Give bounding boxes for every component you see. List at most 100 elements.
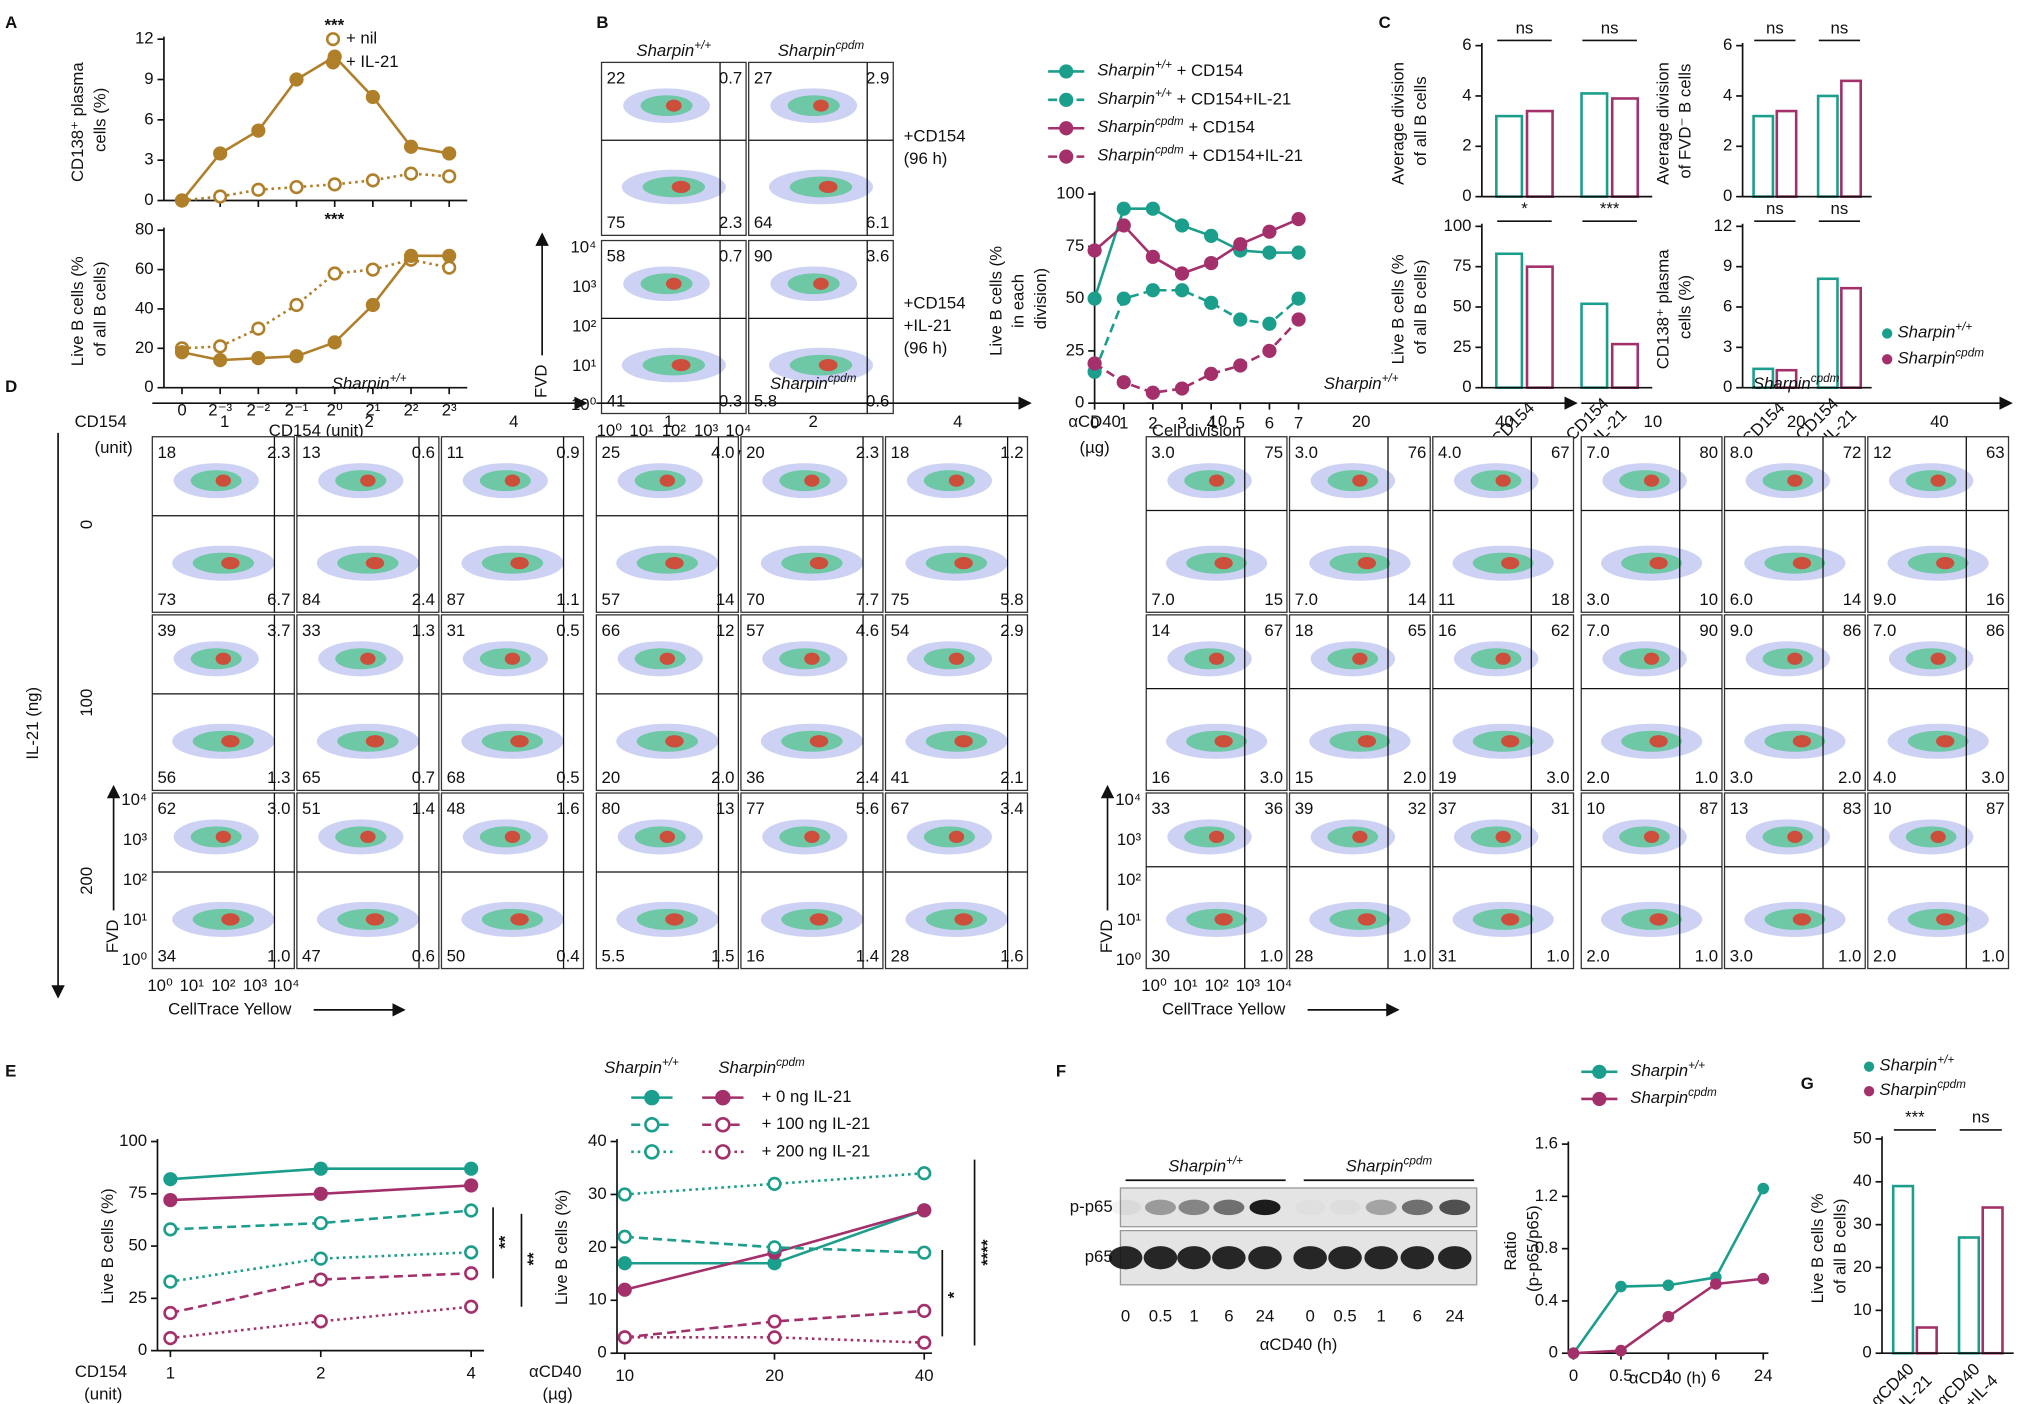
quadrant-value: 2.4: [856, 768, 879, 787]
quadrant-value: 87: [1699, 799, 1718, 818]
quadrant-value: 76: [1408, 443, 1427, 462]
quadrant-value: 7.0: [1586, 443, 1609, 462]
quadrant-value: 63: [1986, 443, 2005, 462]
bar: [1840, 286, 1863, 389]
density: [1352, 474, 1368, 487]
quadrant-value: 65: [302, 768, 321, 787]
quadrant-value: 36: [1264, 799, 1283, 818]
density: [1649, 556, 1668, 570]
legend-label: Sharpin+/+ + CD154+IL-21: [1097, 86, 1291, 108]
density: [1352, 830, 1368, 844]
annotation: **: [524, 1252, 543, 1266]
annotation: **: [495, 1235, 514, 1249]
density: [954, 735, 973, 748]
x-tick-label: 20: [765, 1366, 784, 1385]
annotation: ***: [1600, 199, 1620, 218]
bar: [1495, 114, 1524, 198]
x-tick-label: 10⁴: [1266, 976, 1292, 995]
column-label: 40: [1495, 412, 1514, 431]
data-point: [213, 189, 228, 204]
quadrant-value: 0.7: [412, 768, 435, 787]
y-tick-label: 25: [1066, 340, 1085, 359]
x-tick-label: 0: [177, 400, 186, 419]
y-tick-label: 6: [1462, 35, 1471, 54]
panel-label: B: [596, 13, 608, 32]
panel-label: D: [5, 377, 17, 396]
bar: [1580, 92, 1609, 198]
y-tick-label: 10⁰: [1116, 950, 1142, 969]
density: [1352, 652, 1368, 665]
data-point: [1233, 237, 1248, 252]
row-label: 200: [77, 867, 96, 895]
y-tick-label: 0: [597, 1343, 606, 1362]
y-tick-label: 0: [144, 190, 153, 209]
band: [1365, 1199, 1397, 1216]
data-point: [1087, 291, 1102, 306]
il21-label: IL-21 (ng): [23, 687, 42, 760]
quadrant-value: 18: [157, 443, 176, 462]
data-point: [1116, 291, 1131, 306]
bar: [1957, 1236, 1981, 1355]
x-tick-label: 10⁰: [1141, 976, 1167, 995]
x-tick-label: 2³: [442, 400, 457, 419]
data-point: [1116, 375, 1131, 390]
quadrant-value: 5.6: [856, 799, 879, 818]
density: [510, 735, 529, 748]
quadrant-value: 10: [1699, 590, 1718, 609]
quadrant-value: 2.0: [711, 768, 734, 787]
quadrant-value: 1.6: [1000, 946, 1023, 965]
data-point: [313, 1161, 328, 1176]
data-point: [464, 1203, 479, 1218]
quadrant-value: 5.8: [1000, 590, 1023, 609]
y-tick-label: 10⁴: [1115, 790, 1141, 809]
data-point: [289, 297, 304, 313]
quadrant-value: 75: [607, 213, 626, 232]
data-point: [767, 1240, 782, 1255]
flow-plot: [296, 792, 440, 970]
quadrant-value: 0.6: [412, 443, 435, 462]
quadrant-value: 0.9: [556, 443, 579, 462]
x-axis-label: αCD40 (h): [1629, 1368, 1707, 1387]
x-tick-label: 10: [615, 1366, 634, 1385]
data-point: [403, 139, 419, 154]
x-tick-label: 7: [1294, 413, 1303, 432]
group-label: Sharpin+/+: [1324, 372, 1399, 394]
quadrant-value: 34: [157, 946, 176, 965]
panel-label: G: [1801, 1074, 1814, 1093]
flow-plot: [595, 436, 739, 613]
data-point: [1116, 218, 1131, 233]
flow-plot: [151, 436, 295, 613]
x-tick-label: 2⁻¹: [285, 400, 309, 419]
legend-label: Sharpincpdm: [1879, 1078, 1966, 1100]
density: [818, 359, 838, 372]
data-point: [327, 177, 342, 192]
y-tick-label: 50: [1453, 296, 1472, 315]
y-tick-label: 0.4: [1535, 1290, 1558, 1309]
density: [510, 913, 529, 926]
density: [948, 474, 965, 487]
quadrant-value: 36: [746, 768, 765, 787]
data-point: [464, 1299, 479, 1314]
quadrant-value: 75: [1264, 443, 1283, 462]
factor-unit: (unit): [94, 438, 132, 457]
quadrant-value: 0.7: [719, 69, 742, 88]
data-point: [617, 1187, 632, 1202]
series-line: [181, 55, 450, 202]
band: [1144, 1199, 1176, 1216]
density: [504, 474, 521, 487]
legend-label: Sharpin+/+: [1898, 320, 1973, 342]
flow-plot: [595, 614, 739, 792]
legend-marker: [1592, 1064, 1607, 1079]
y-tick-label: 100: [1056, 184, 1084, 203]
y-tick-label: 6: [1723, 296, 1732, 315]
quadrant-value: 15: [1295, 768, 1314, 787]
lane-label: 6: [1224, 1307, 1233, 1326]
condition-label: +CD154 +IL-21 (96 h): [904, 294, 971, 358]
y-tick-label: 10¹: [123, 910, 148, 929]
y-tick-label: 3: [1723, 337, 1732, 356]
data-point: [617, 1330, 632, 1345]
quadrant-value: 1.0: [1981, 946, 2004, 965]
lane-label: 24: [1445, 1307, 1464, 1326]
density: [665, 99, 682, 112]
quadrant-value: 1.5: [711, 946, 734, 965]
